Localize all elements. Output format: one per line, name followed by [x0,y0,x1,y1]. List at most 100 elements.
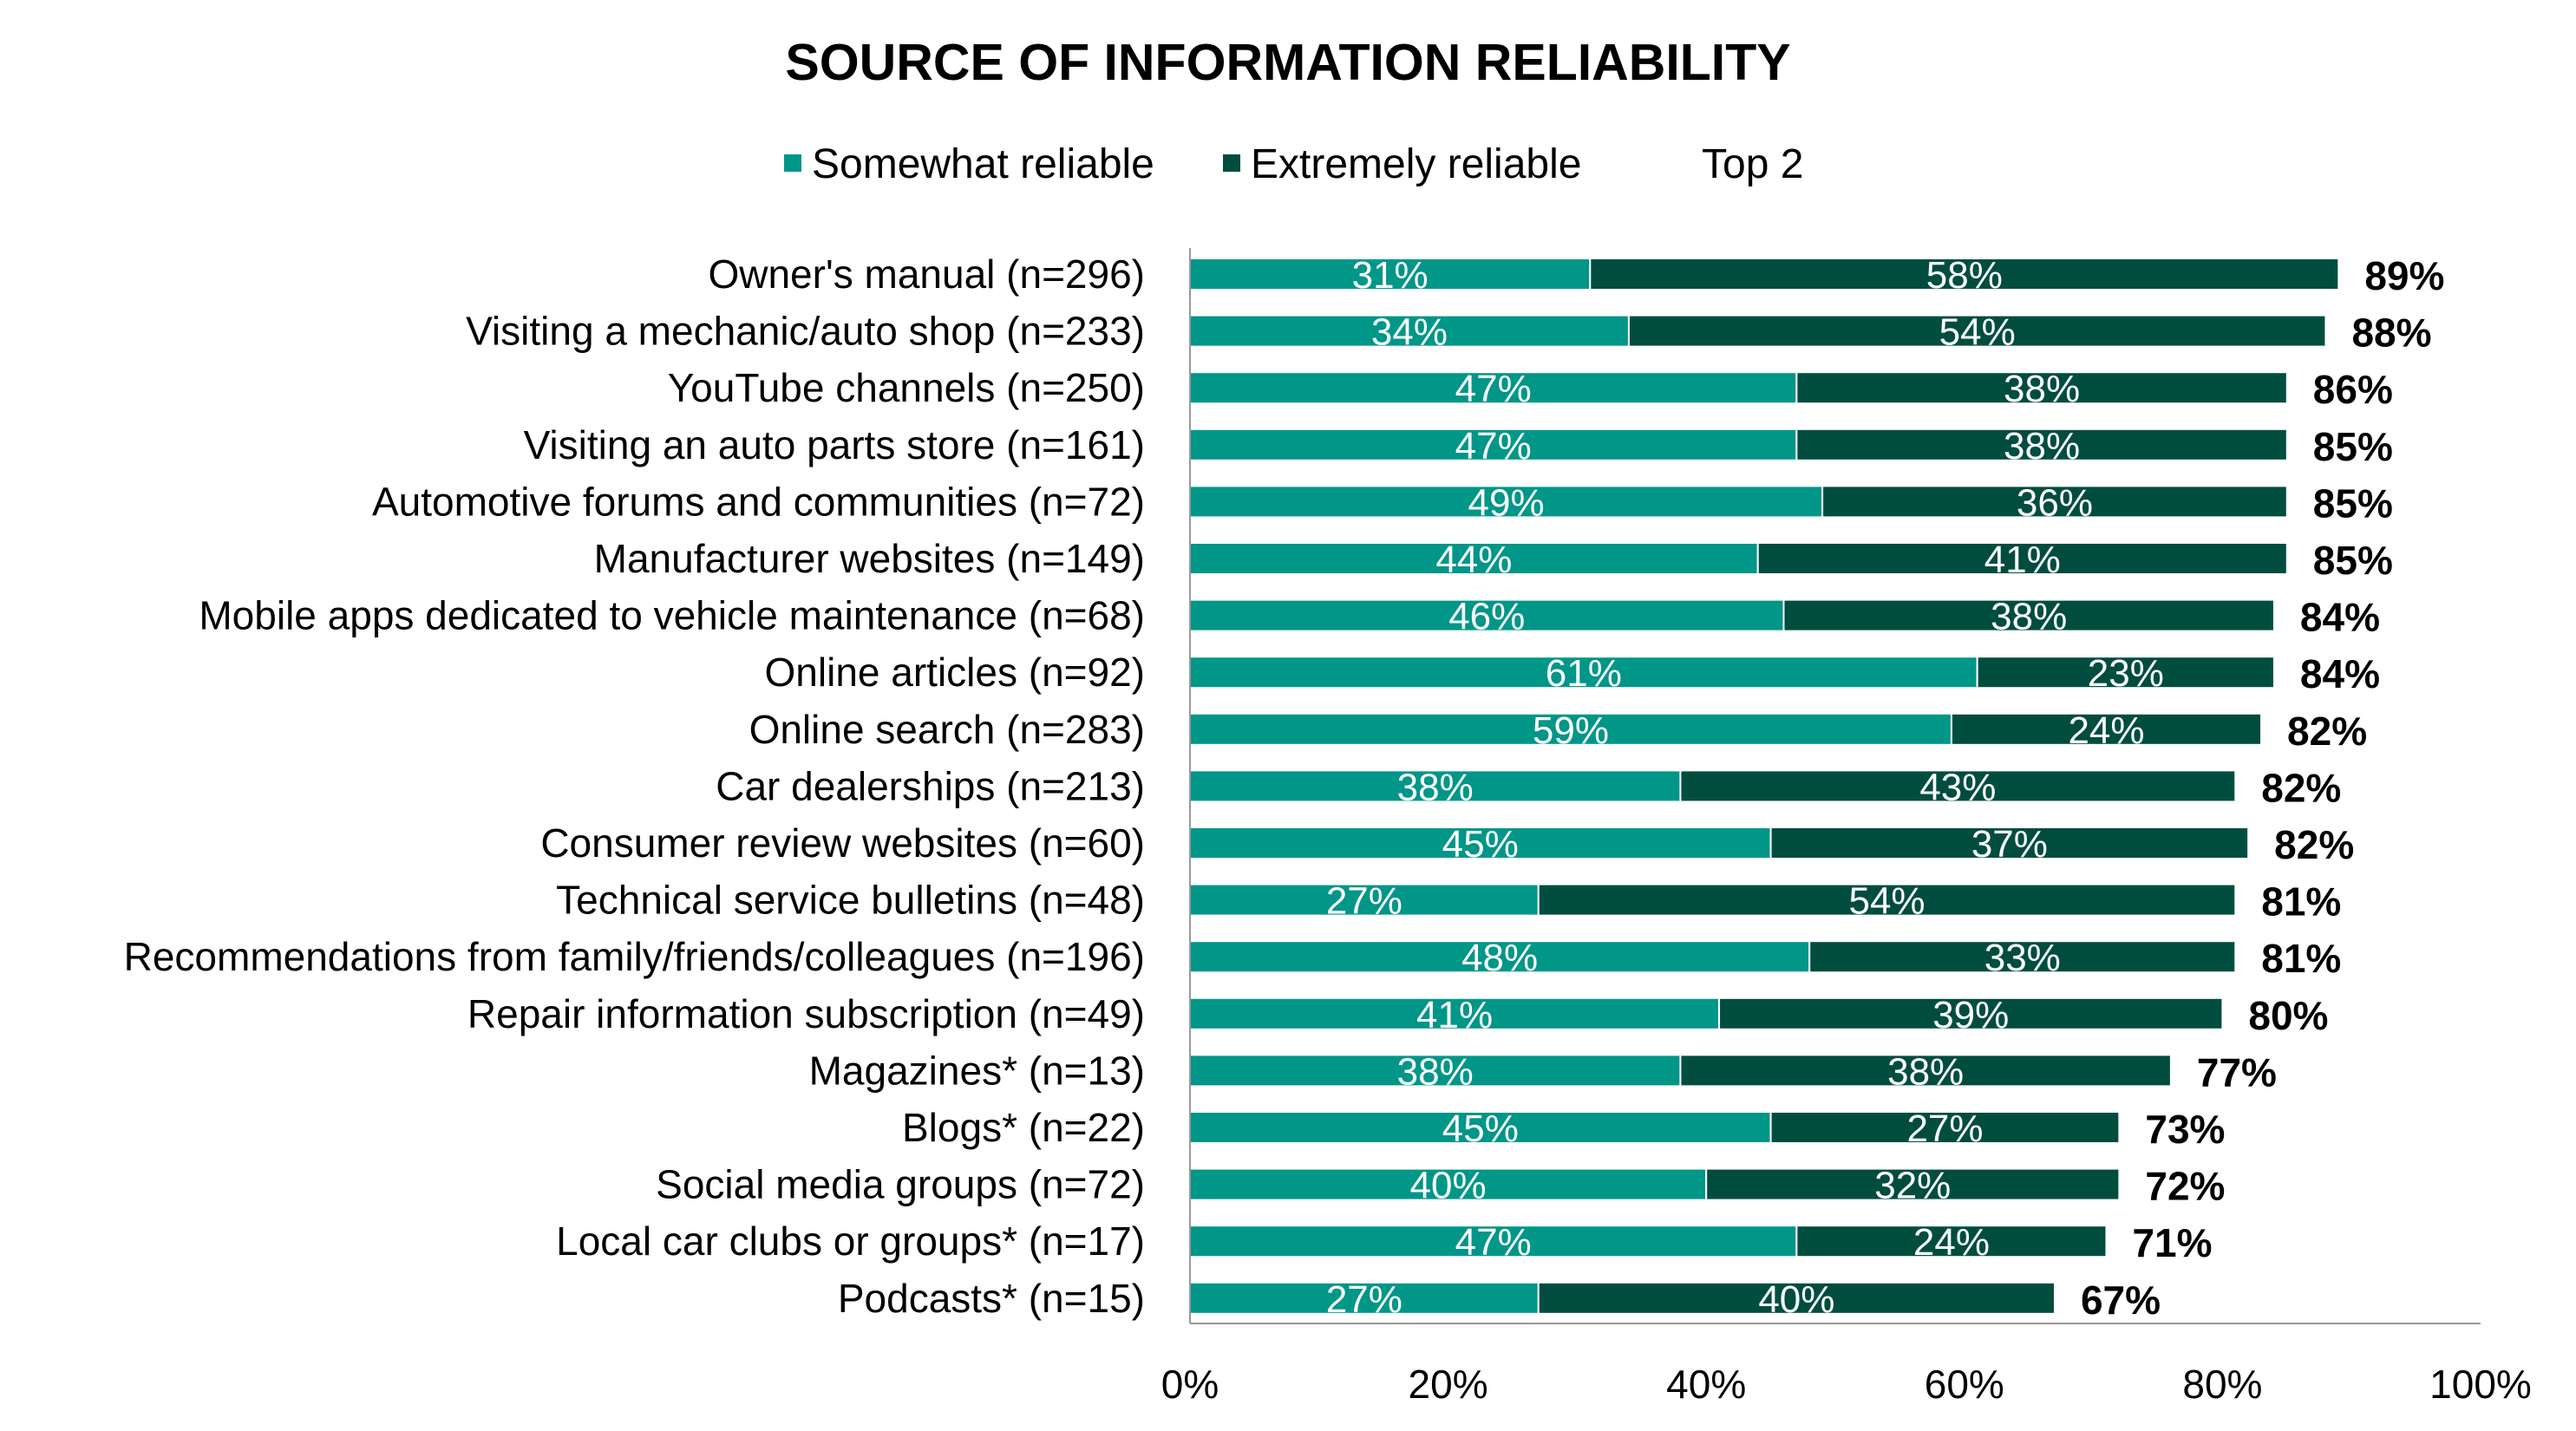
bar-segment-extremely [1679,769,2237,803]
bar-segment-extremely [1795,428,2288,461]
category-label: Social media groups (n=72) [656,1162,1145,1207]
segment-data-label: 59% [1533,709,1609,752]
bar-segment-extremely [1705,1167,2121,1201]
bar-row: Owner's manual (n=296) 31% 58% 89% [708,252,2444,298]
bar-row: Mobile apps dedicated to vehicle mainten… [199,593,2380,640]
segment-data-label: 37% [1971,823,2048,866]
legend-label-2: Top 2 [1702,141,1803,187]
segment-data-label: 43% [1919,766,1996,808]
segment-data-label: 54% [1939,311,2016,354]
bar-segment-somewhat [1189,371,1798,405]
segment-data-label: 38% [2004,425,2080,467]
category-label: YouTube channels (n=250) [668,365,1145,410]
segment-data-label: 49% [1468,481,1545,524]
bar-row: Online search (n=283) 59% 24% 82% [749,707,2368,754]
segment-data-label: 34% [1371,311,1448,354]
segment-data-label: 47% [1455,368,1532,410]
bar-segment-somewhat [1189,1225,1798,1258]
segment-data-label: 40% [1758,1278,1834,1321]
total-data-label: 85% [2313,538,2393,583]
bar-segment-somewhat [1189,1281,1540,1315]
category-label: Technical service bulletins (n=48) [556,878,1145,923]
segment-data-label: 47% [1455,425,1532,467]
category-label: Manufacturer websites (n=149) [594,536,1145,581]
segment-data-label: 47% [1455,1221,1532,1264]
total-data-label: 84% [2300,651,2380,696]
bar-row: Social media groups (n=72) 40% 32% 72% [656,1162,2225,1209]
chart-title: SOURCE OF INFORMATION RELIABILITY [785,34,1790,91]
bar-row: Visiting a mechanic/auto shop (n=233) 34%… [466,309,2431,356]
bar-row: Online articles (n=92) 61% 23% 84% [765,650,2380,696]
category-label: Magazines* (n=13) [809,1048,1145,1093]
segment-data-label: 45% [1442,823,1519,866]
category-label: Online articles (n=92) [765,650,1145,695]
total-data-label: 85% [2313,480,2393,526]
total-data-label: 89% [2364,253,2444,298]
bar-segment-somewhat [1189,940,1811,974]
segment-data-label: 48% [1461,937,1538,979]
segment-data-label: 58% [1926,254,2003,297]
bar-segment-extremely [1795,371,2288,405]
bar-segment-somewhat [1189,1054,1682,1088]
x-axis: 0% 20% 40% 60% 80% 100% [1161,248,2532,1407]
bar-row: Podcasts* (n=15) 27% 40% 67% [838,1276,2161,1323]
segment-data-label: 61% [1546,652,1622,695]
total-data-label: 77% [2197,1049,2277,1094]
bar-row: Car dealerships (n=213) 38% 43% 82% [716,763,2341,810]
total-data-label: 82% [2261,765,2341,810]
segment-data-label: 36% [2017,481,2093,524]
category-label: Owner's manual (n=296) [708,252,1145,297]
bar-segment-somewhat [1189,428,1798,461]
segment-data-label: 45% [1442,1108,1519,1150]
x-tick-label: 20% [1409,1362,1488,1407]
total-data-label: 81% [2261,936,2341,981]
total-data-label: 72% [2145,1164,2225,1209]
bar-segment-extremely [1718,996,2224,1030]
bar-row: Automotive forums and communities (n=72)… [372,479,2393,526]
segment-data-label: 40% [1410,1165,1487,1207]
legend-label-0: Somewhat reliable [812,141,1154,187]
bar-row: Blogs* (n=22) 45% 27% 73% [902,1105,2225,1152]
segment-data-label: 38% [1397,1050,1474,1093]
bar-segment-extremely [1950,712,2263,746]
legend: Somewhat reliable Extremely reliable Top 2 [784,141,1803,187]
category-label: Consumer review websites (n=60) [540,820,1145,866]
bar-segment-extremely [1769,1111,2121,1144]
category-label: Visiting a mechanic/auto shop (n=233) [466,309,1145,354]
bar-segment-somewhat [1189,598,1785,632]
bar-segment-extremely [1679,1054,2172,1088]
legend-swatch-0 [784,154,801,172]
segment-data-label: 31% [1352,254,1429,297]
segment-data-label: 24% [2068,709,2144,752]
segment-data-label: 27% [1906,1108,1983,1150]
category-label: Automotive forums and communities (n=72) [372,479,1145,524]
category-label: Blogs* (n=22) [902,1105,1145,1150]
segment-data-label: 41% [1416,994,1493,1036]
total-data-label: 81% [2261,879,2341,925]
bar-segment-somewhat [1189,1111,1772,1144]
bar-segment-extremely [1782,598,2275,632]
bar-segment-somewhat [1189,883,1540,917]
bar-segment-extremely [1808,940,2237,974]
segment-data-label: 41% [1984,539,2061,581]
bar-row: Technical service bulletins (n=48) 27% 54%… [556,878,2341,925]
segment-data-label: 27% [1326,880,1402,923]
total-data-label: 84% [2300,595,2380,640]
segment-data-label: 54% [1848,880,1925,923]
category-label: Local car clubs or groups* (n=17) [556,1219,1145,1264]
bar-segment-extremely [1795,1225,2108,1258]
bar-segment-extremely [1976,656,2275,689]
segment-data-label: 38% [2004,368,2080,410]
segment-data-label: 44% [1435,539,1512,581]
category-label: Visiting an auto parts store (n=161) [524,422,1145,467]
bar-row: Repair information subscription (n=49) 41… [467,991,2329,1038]
total-data-label: 88% [2351,310,2431,356]
total-data-label: 71% [2132,1220,2212,1265]
bar-segment-extremely [1627,314,2327,348]
x-tick-label: 100% [2429,1362,2532,1407]
total-data-label: 80% [2248,993,2328,1038]
total-data-label: 73% [2145,1107,2225,1152]
x-tick-label: 40% [1666,1362,1746,1407]
total-data-label: 86% [2313,367,2393,412]
segment-data-label: 46% [1448,596,1525,638]
